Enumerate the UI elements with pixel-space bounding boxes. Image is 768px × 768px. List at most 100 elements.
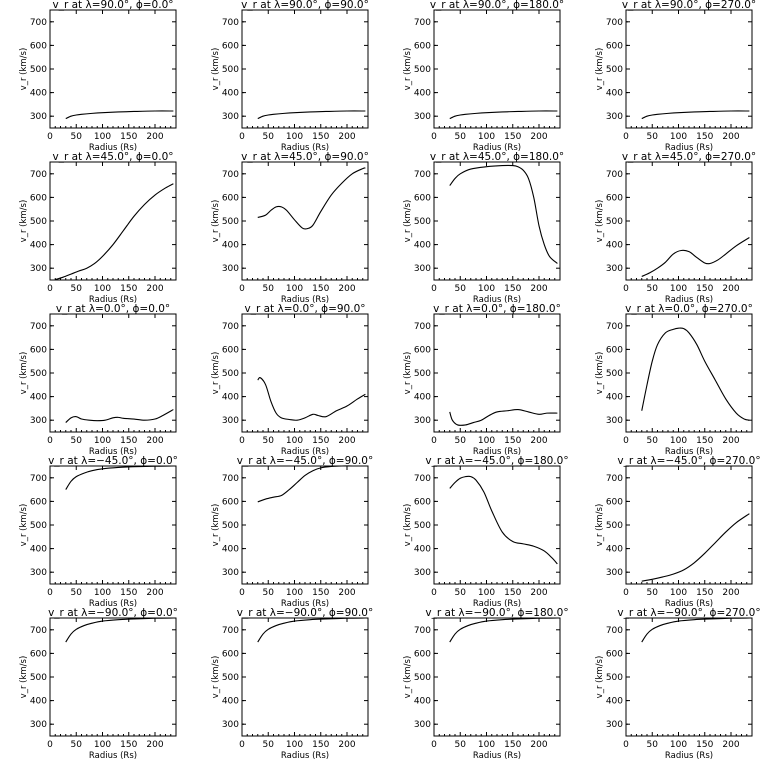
y-axis-label: v_r (km/s)	[595, 656, 605, 699]
y-tick-label: 300	[222, 416, 239, 426]
y-tick-label: 600	[222, 497, 239, 507]
y-tick-label: 300	[606, 720, 623, 730]
x-tick-label: 150	[504, 436, 521, 446]
x-tick-label: 200	[722, 588, 739, 598]
y-tick-label: 700	[30, 626, 47, 636]
y-tick-label: 300	[414, 264, 431, 274]
y-axis-label: v_r (km/s)	[595, 48, 605, 91]
x-tick-label: 200	[338, 284, 355, 294]
y-tick-label: 300	[222, 568, 239, 578]
y-tick-label: 700	[30, 170, 47, 180]
x-tick-label: 150	[312, 284, 329, 294]
y-tick-label: 500	[606, 673, 623, 683]
x-tick-label: 200	[338, 588, 355, 598]
y-tick-label: 400	[222, 393, 239, 403]
x-tick-label: 100	[286, 284, 303, 294]
x-tick-label: 100	[94, 284, 111, 294]
y-axis-label: v_r (km/s)	[19, 504, 29, 547]
x-tick-label: 50	[455, 588, 467, 598]
y-tick-label: 400	[30, 89, 47, 99]
chart-title: v_r at λ=−45.0°, ϕ=180.0°	[425, 455, 568, 467]
y-tick-label: 400	[222, 545, 239, 555]
x-tick-label: 200	[338, 436, 355, 446]
x-tick-label: 0	[47, 132, 53, 142]
x-tick-label: 200	[146, 132, 163, 142]
y-tick-label: 500	[606, 65, 623, 75]
x-tick-label: 100	[670, 588, 687, 598]
y-tick-label: 500	[30, 521, 47, 531]
chart-title: v_r at λ=45.0°, ϕ=0.0°	[53, 151, 174, 163]
chart-panel: v_r at λ=−90.0°, ϕ=270.0° 0 50 100 150 200 300…	[595, 607, 761, 761]
x-tick-label: 50	[263, 740, 275, 750]
chart-title: v_r at λ=−45.0°, ϕ=90.0°	[237, 455, 373, 467]
y-tick-label: 500	[222, 65, 239, 75]
plot-frame	[241, 617, 369, 737]
velocity-curve	[641, 110, 750, 120]
y-tick-label: 300	[606, 416, 623, 426]
y-tick-label: 600	[606, 497, 623, 507]
chart-panel: v_r at λ=−45.0°, ϕ=90.0° 0 50 100 150 200 300 4…	[211, 455, 373, 609]
velocity-curve	[257, 110, 366, 120]
x-tick-label: 100	[670, 740, 687, 750]
x-tick-label: 100	[670, 284, 687, 294]
y-tick-label: 300	[414, 112, 431, 122]
plot-frame	[625, 9, 753, 129]
y-tick-label: 300	[414, 720, 431, 730]
y-tick-label: 400	[606, 89, 623, 99]
velocity-curve	[641, 327, 750, 421]
x-tick-label: 0	[239, 740, 245, 750]
plot-frame	[49, 9, 177, 129]
y-tick-label: 400	[30, 697, 47, 707]
x-axis-label: Radius (Rs)	[665, 599, 713, 609]
y-tick-label: 700	[30, 322, 47, 332]
x-tick-label: 100	[478, 284, 495, 294]
x-tick-label: 50	[455, 740, 467, 750]
x-tick-label: 100	[286, 740, 303, 750]
y-axis-label: v_r (km/s)	[19, 352, 29, 395]
x-axis-label: Radius (Rs)	[665, 143, 713, 153]
chart-panel: v_r at λ=45.0°, ϕ=270.0° 0 50 100 150 200 300 4…	[595, 151, 756, 305]
y-tick-label: 600	[414, 193, 431, 203]
chart-panel: v_r at λ=90.0°, ϕ=270.0° 0 50 100 150 200 300 4…	[595, 0, 756, 153]
y-tick-label: 300	[606, 112, 623, 122]
x-tick-label: 50	[647, 132, 659, 142]
x-axis-label: Radius (Rs)	[665, 295, 713, 305]
x-tick-label: 50	[263, 132, 275, 142]
y-tick-label: 500	[30, 369, 47, 379]
velocity-curve	[449, 617, 558, 643]
y-axis-label: v_r (km/s)	[211, 656, 221, 699]
x-tick-label: 100	[94, 740, 111, 750]
chart-title: v_r at λ=−45.0°, ϕ=270.0°	[617, 455, 760, 467]
chart-panel: v_r at λ=−90.0°, ϕ=0.0° 0 50 100 150 200 300 40…	[19, 607, 178, 761]
chart-title: v_r at λ=45.0°, ϕ=180.0°	[430, 151, 564, 163]
y-tick-label: 400	[606, 393, 623, 403]
x-axis-label: Radius (Rs)	[281, 143, 329, 153]
x-tick-label: 150	[120, 740, 137, 750]
y-tick-label: 400	[606, 241, 623, 251]
y-tick-label: 700	[606, 170, 623, 180]
y-axis-label: v_r (km/s)	[403, 352, 413, 395]
velocity-curve	[65, 617, 174, 643]
y-tick-label: 600	[222, 41, 239, 51]
x-axis-label: Radius (Rs)	[89, 447, 137, 457]
x-tick-label: 200	[146, 588, 163, 598]
chart-title: v_r at λ=0.0°, ϕ=180.0°	[433, 303, 561, 315]
y-axis-label: v_r (km/s)	[403, 48, 413, 91]
x-tick-label: 50	[71, 588, 83, 598]
y-tick-label: 600	[606, 345, 623, 355]
x-tick-label: 50	[455, 284, 467, 294]
velocity-curve	[641, 237, 750, 277]
y-tick-label: 500	[222, 673, 239, 683]
x-tick-label: 0	[431, 436, 437, 446]
y-tick-label: 600	[606, 649, 623, 659]
y-tick-label: 400	[30, 545, 47, 555]
x-tick-label: 200	[338, 740, 355, 750]
y-tick-label: 300	[414, 568, 431, 578]
velocity-curve	[65, 465, 174, 490]
chart-panel: v_r at λ=0.0°, ϕ=0.0° 0 50 100 150 200 300 400 5…	[19, 303, 177, 457]
x-tick-label: 0	[431, 740, 437, 750]
x-tick-label: 200	[146, 740, 163, 750]
x-tick-label: 200	[722, 436, 739, 446]
x-tick-label: 100	[94, 436, 111, 446]
y-axis-label: v_r (km/s)	[595, 352, 605, 395]
